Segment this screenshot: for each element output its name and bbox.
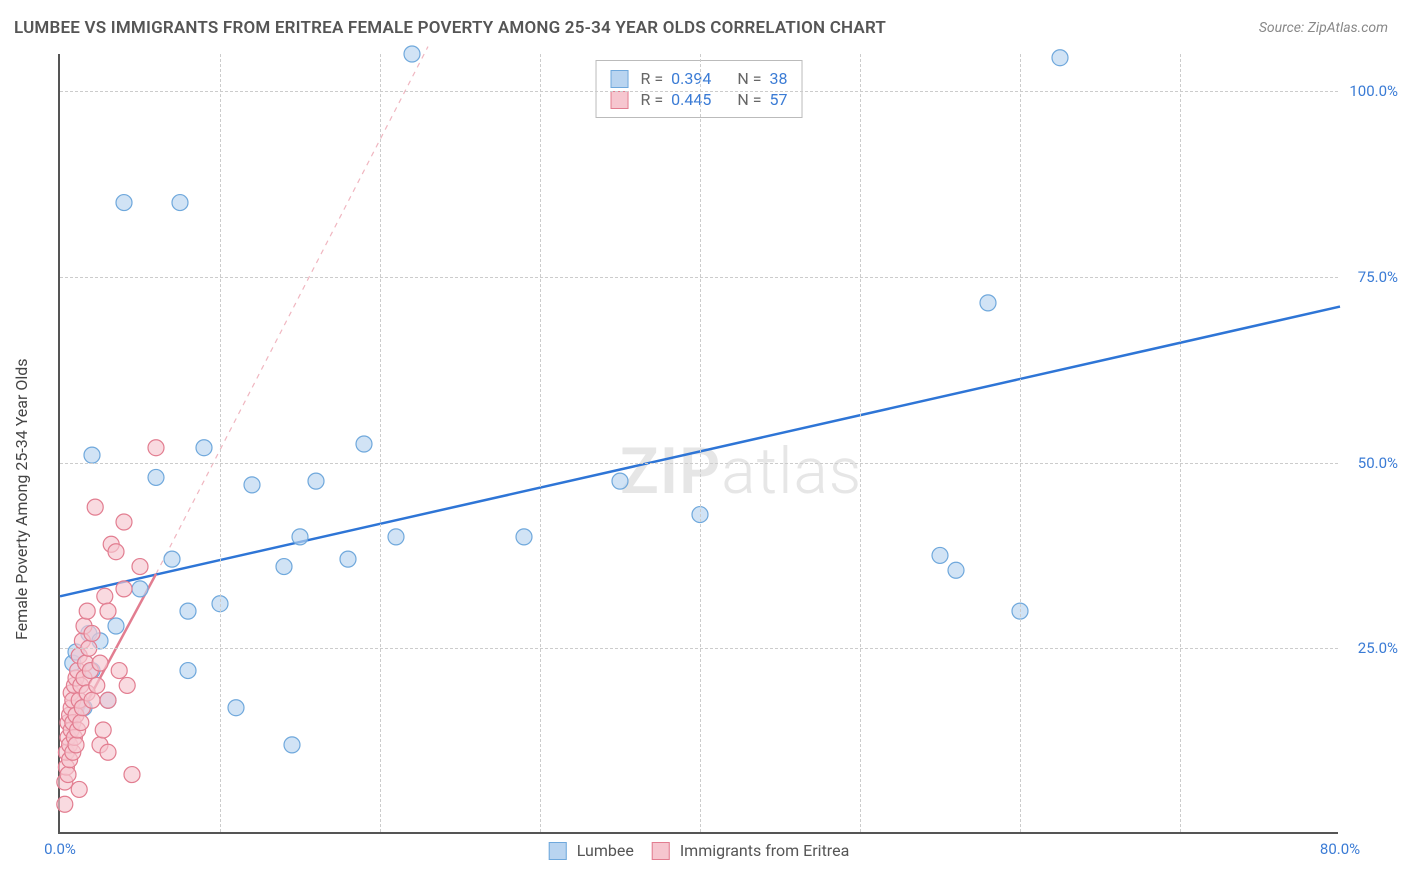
point-lumbee: [164, 551, 180, 567]
point-lumbee: [116, 195, 132, 211]
y-tick-label: 25.0%: [1343, 639, 1398, 657]
point-lumbee: [180, 663, 196, 679]
point-lumbee: [932, 547, 948, 563]
point-eritrea: [73, 715, 89, 731]
point-lumbee: [356, 436, 372, 452]
source-label: Source: ZipAtlas.com: [1259, 20, 1388, 36]
gridline-h: [60, 277, 1338, 278]
point-eritrea: [100, 692, 116, 708]
point-eritrea: [89, 677, 105, 693]
point-lumbee: [196, 440, 212, 456]
point-lumbee: [276, 559, 292, 575]
y-tick-label: 100.0%: [1343, 82, 1398, 100]
point-lumbee: [292, 529, 308, 545]
y-axis-label: Female Poverty Among 25-34 Year Olds: [12, 358, 31, 640]
gridline-v: [700, 54, 701, 832]
point-lumbee: [308, 473, 324, 489]
point-eritrea: [71, 781, 87, 797]
point-lumbee: [180, 603, 196, 619]
point-lumbee: [172, 195, 188, 211]
y-tick-label: 75.0%: [1343, 268, 1398, 286]
legend-series: Lumbee Immigrants from Eritrea: [549, 841, 850, 860]
point-eritrea: [116, 514, 132, 530]
point-eritrea: [116, 581, 132, 597]
point-eritrea: [57, 796, 73, 812]
point-lumbee: [340, 551, 356, 567]
point-eritrea: [79, 603, 95, 619]
point-eritrea: [60, 767, 76, 783]
legend-item: Immigrants from Eritrea: [652, 841, 849, 860]
gridline-v: [220, 54, 221, 832]
legend-swatch: [549, 842, 567, 860]
point-eritrea: [84, 692, 100, 708]
point-eritrea: [97, 588, 113, 604]
gridline-v: [380, 54, 381, 832]
point-eritrea: [68, 737, 84, 753]
point-eritrea: [92, 655, 108, 671]
legend-label: Lumbee: [577, 841, 634, 860]
legend-label: Immigrants from Eritrea: [680, 841, 849, 860]
point-lumbee: [108, 618, 124, 634]
point-eritrea: [132, 559, 148, 575]
point-eritrea: [111, 663, 127, 679]
point-lumbee: [388, 529, 404, 545]
x-tick-label: 0.0%: [44, 840, 76, 858]
gridline-v: [540, 54, 541, 832]
gridline-v: [860, 54, 861, 832]
chart-title: LUMBEE VS IMMIGRANTS FROM ERITREA FEMALE…: [14, 18, 886, 38]
point-lumbee: [284, 737, 300, 753]
point-lumbee: [244, 477, 260, 493]
point-eritrea: [124, 767, 140, 783]
gridline-v: [1180, 54, 1181, 832]
point-eritrea: [100, 744, 116, 760]
point-eritrea: [87, 499, 103, 515]
scatter-svg: [60, 54, 1338, 832]
gridline-h: [60, 648, 1338, 649]
point-lumbee: [84, 447, 100, 463]
point-lumbee: [980, 295, 996, 311]
point-lumbee: [1052, 50, 1068, 66]
legend-item: Lumbee: [549, 841, 634, 860]
point-lumbee: [228, 700, 244, 716]
plot-area: ZIPatlas R =0.394N =38R =0.445N =57 Lumb…: [58, 54, 1338, 834]
point-eritrea: [100, 603, 116, 619]
point-lumbee: [404, 46, 420, 62]
point-lumbee: [148, 469, 164, 485]
x-tick-label: 80.0%: [1320, 840, 1360, 858]
gridline-v: [1020, 54, 1021, 832]
point-lumbee: [516, 529, 532, 545]
gridline-h: [60, 91, 1338, 92]
y-tick-label: 50.0%: [1343, 454, 1398, 472]
point-lumbee: [612, 473, 628, 489]
point-eritrea: [148, 440, 164, 456]
point-lumbee: [132, 581, 148, 597]
point-lumbee: [948, 562, 964, 578]
point-eritrea: [119, 677, 135, 693]
point-eritrea: [95, 722, 111, 738]
point-eritrea: [108, 544, 124, 560]
gridline-h: [60, 463, 1338, 464]
legend-swatch: [652, 842, 670, 860]
point-eritrea: [84, 625, 100, 641]
trendline-dashed-eritrea: [156, 47, 428, 574]
